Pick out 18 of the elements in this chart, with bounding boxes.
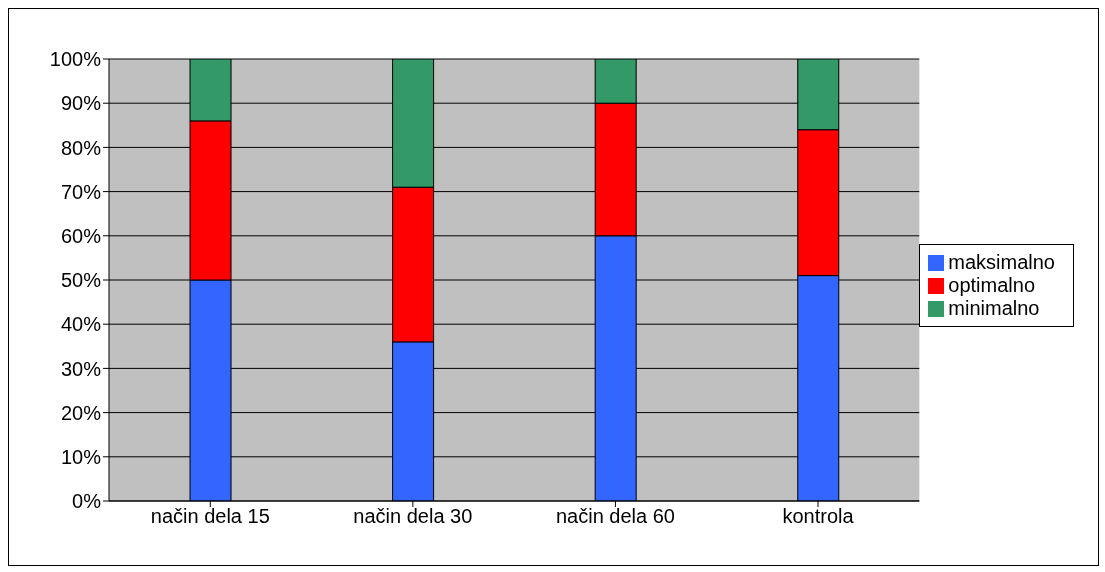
y-tick-label: 30%	[60, 357, 102, 380]
legend-label: optimalno	[948, 273, 1036, 296]
y-tick-label: 0%	[72, 490, 102, 513]
x-tick-label: način dela 30	[353, 505, 473, 528]
y-tick-label: 100%	[49, 48, 102, 71]
y-tick-label: 60%	[60, 224, 102, 247]
y-tick-label: 50%	[60, 269, 102, 292]
y-tick-label: 70%	[60, 180, 102, 203]
legend-label: maksimalno	[948, 250, 1055, 273]
legend-label: minimalno	[948, 296, 1040, 319]
y-tick-label: 20%	[60, 401, 102, 424]
y-tick-label: 90%	[60, 92, 102, 115]
x-tick-label: kontrola	[782, 505, 855, 528]
y-tick-label: 80%	[60, 136, 102, 159]
y-tick-label: 40%	[60, 313, 102, 336]
x-tick-label: način dela 60	[555, 505, 675, 528]
y-tick-label: 10%	[60, 445, 102, 468]
x-tick-label: način dela 15	[150, 505, 270, 528]
